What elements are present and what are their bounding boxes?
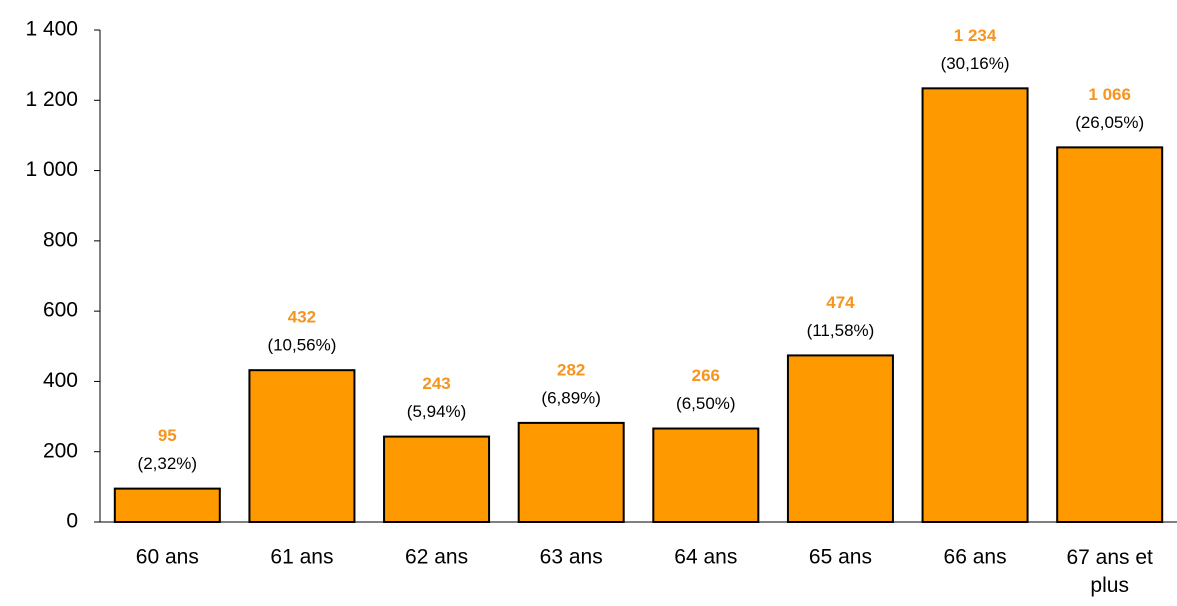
value-label: 243 [422,374,450,393]
bar [517,421,625,524]
x-tick-label: 67 ans et plus [1066,546,1153,597]
share-label: (5,94%) [407,402,467,421]
y-tick-label: 1 400 [25,18,78,41]
value-label: 432 [288,308,316,327]
x-tick-label: 65 ans [809,546,872,569]
bar [1056,146,1164,523]
bar [786,354,894,523]
y-tick-label: 200 [43,439,78,462]
bar [383,435,491,523]
bar [113,487,221,524]
bar [248,369,356,523]
y-tick-label: 600 [43,299,78,322]
value-label: 282 [557,360,585,379]
bar [652,427,760,523]
y-tick-label: 1 000 [25,158,78,181]
x-tick-label: 60 ans [136,546,199,569]
value-label: 266 [692,366,720,385]
y-tick-label: 800 [43,228,78,251]
y-tick-label: 1 200 [25,88,78,111]
value-label: 474 [826,293,855,312]
share-label: (6,50%) [676,394,736,413]
y-tick-label: 400 [43,369,78,392]
share-label: (11,58%) [807,321,875,340]
share-label: (2,32%) [138,454,198,473]
bar [921,87,1029,524]
y-tick-label: 0 [66,510,78,533]
value-label: 1 234 [954,26,997,45]
x-tick-label: 63 ans [540,546,603,569]
value-label: 1 066 [1088,85,1131,104]
x-tick-label: 61 ans [270,546,333,569]
share-label: (10,56%) [267,336,336,355]
x-tick-label: 62 ans [405,546,468,569]
value-label: 95 [158,426,177,445]
x-tick-label: 64 ans [674,546,737,569]
share-label: (30,16%) [941,54,1010,73]
share-label: (26,05%) [1075,113,1144,132]
share-label: (6,89%) [541,388,601,407]
x-tick-label: 66 ans [944,546,1007,569]
